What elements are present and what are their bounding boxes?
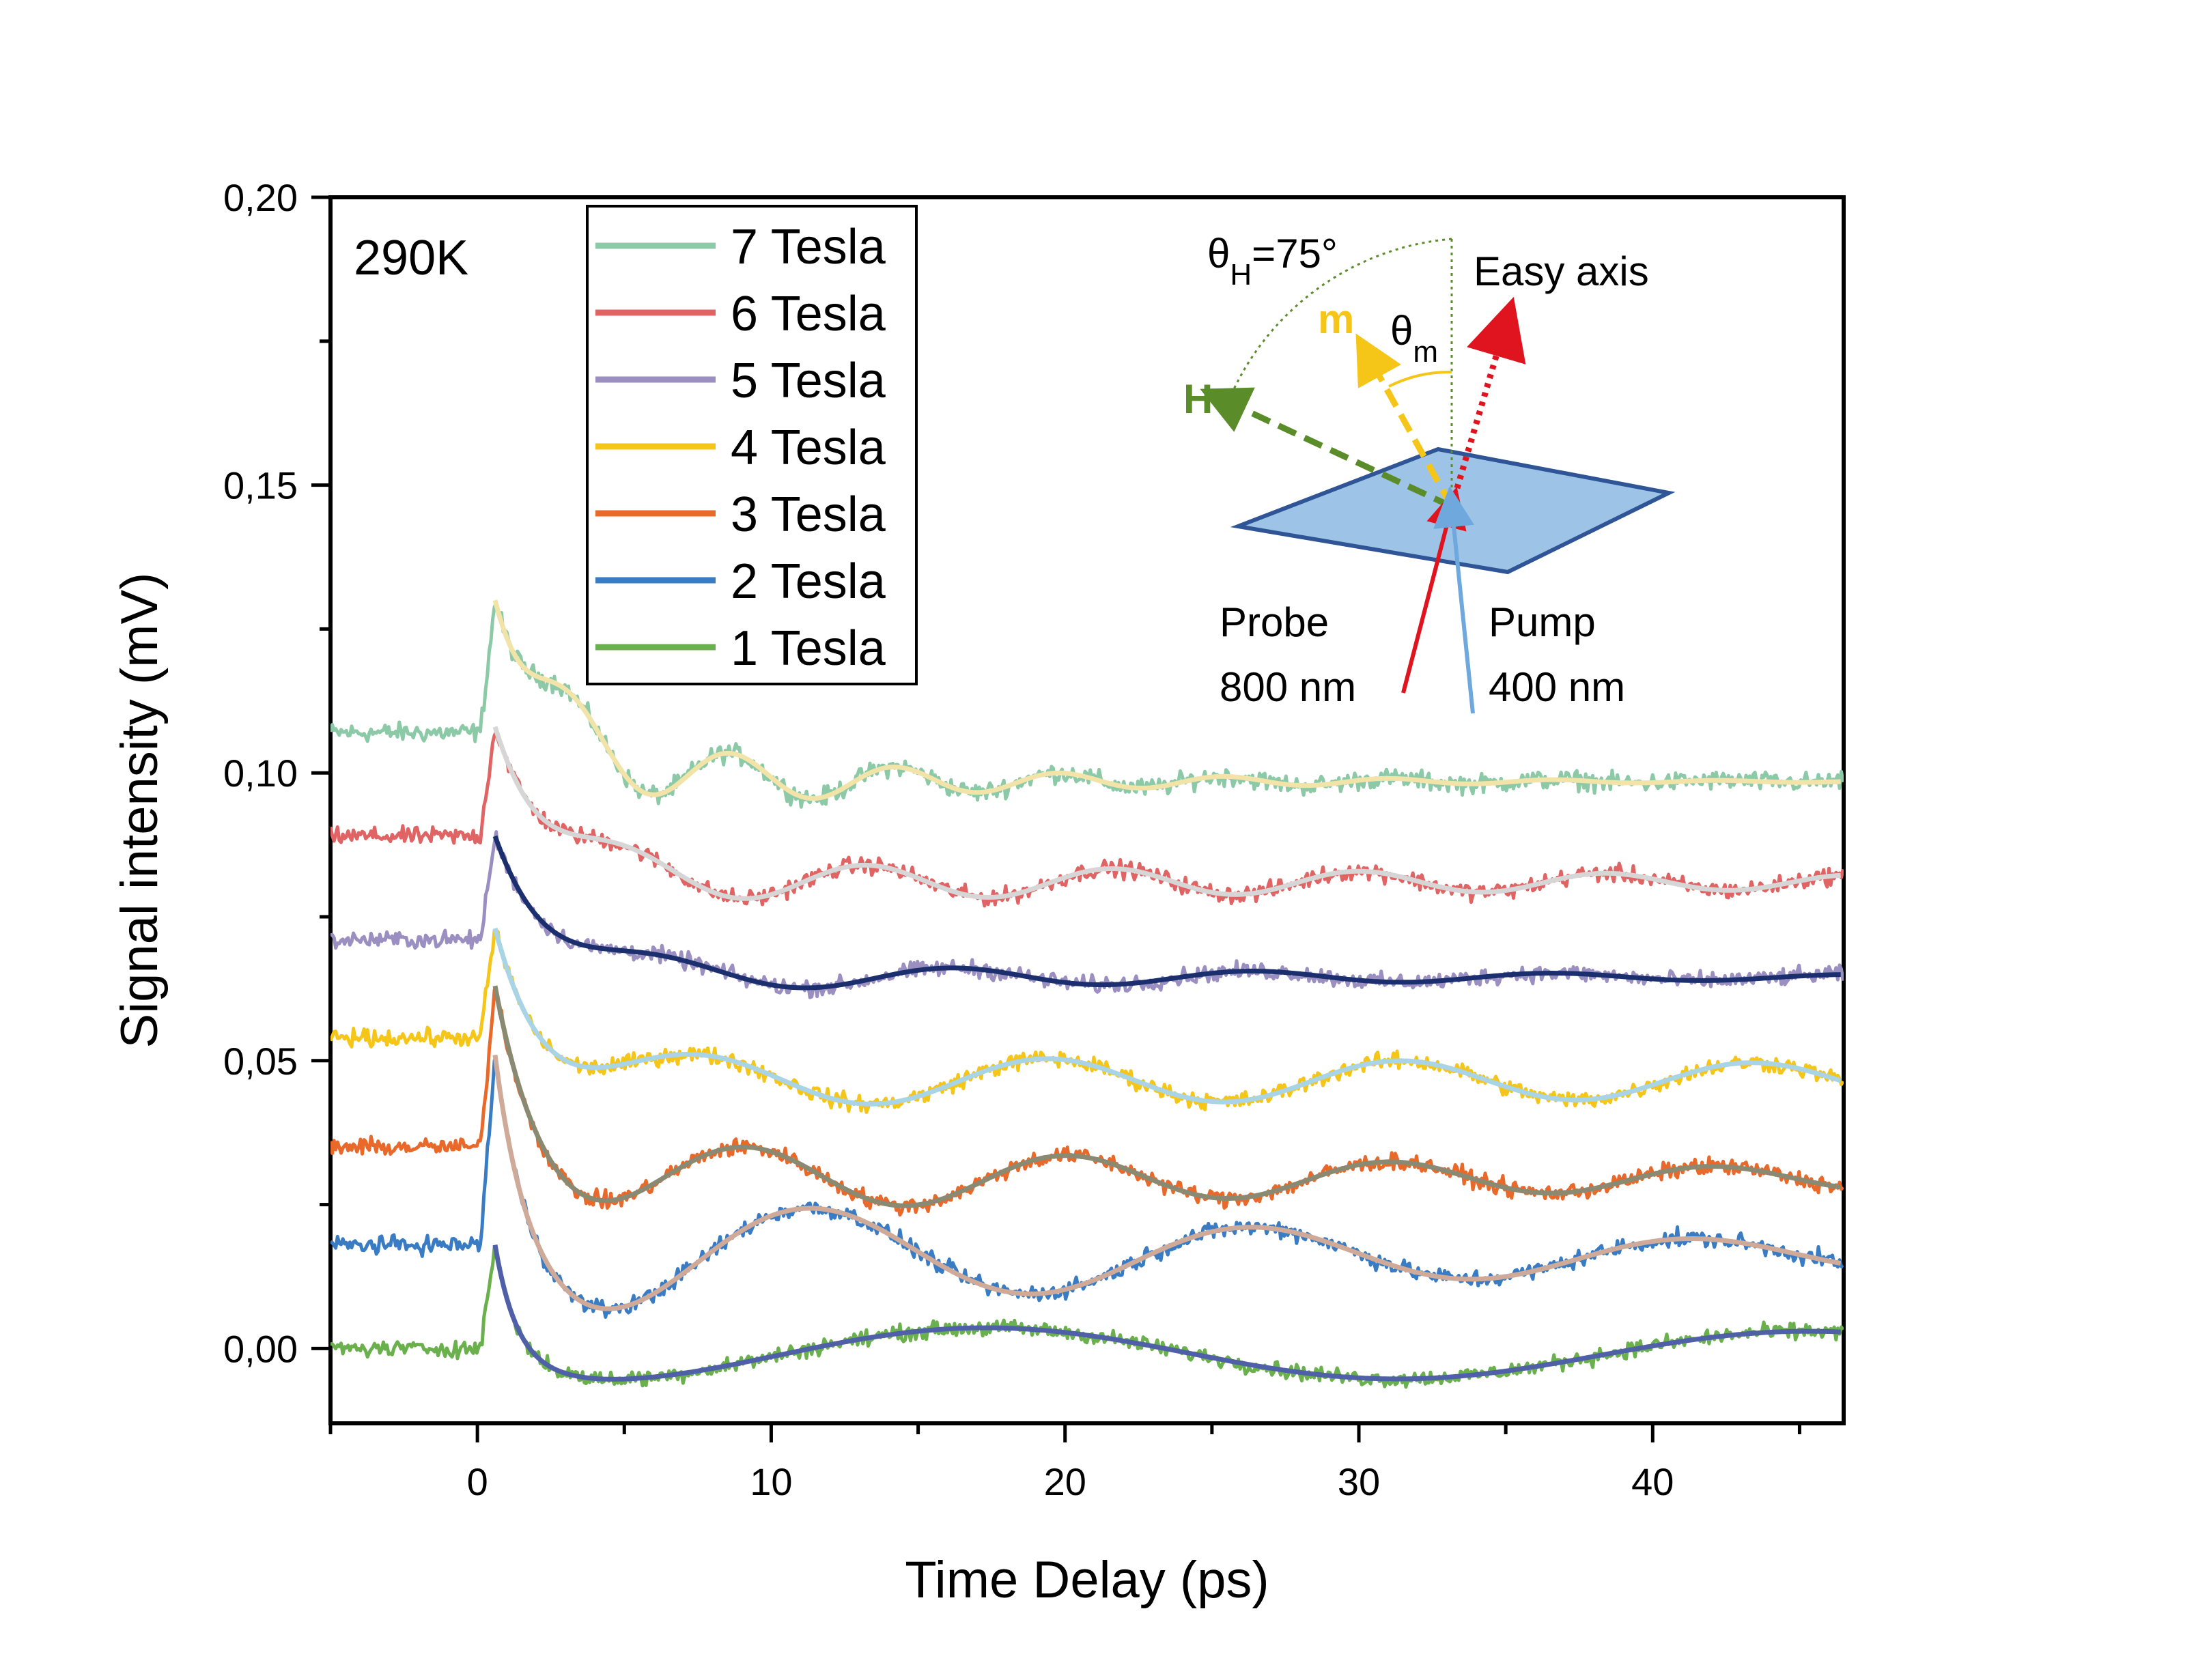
y-tick-label: 0,00	[223, 1327, 298, 1370]
series-data-6-tesla	[330, 730, 1844, 908]
y-tick-label: 0,20	[223, 176, 298, 219]
series-layer	[330, 599, 1844, 1389]
h-field-arrow	[1200, 387, 1453, 510]
series-fit-6-tesla	[492, 726, 1841, 901]
m-vector-arrow	[1355, 333, 1454, 509]
y-tick-label: 0,05	[223, 1040, 298, 1083]
legend-label: 1 Tesla	[731, 621, 886, 676]
theta-h-label: θH=75°	[1207, 231, 1338, 291]
legend-label: 3 Tesla	[731, 487, 886, 542]
easy-axis-label: Easy axis	[1474, 248, 1649, 294]
theta-m-arc	[1388, 370, 1452, 388]
pump-label: Pump	[1489, 599, 1596, 645]
h-field-label: H	[1183, 376, 1213, 422]
temperature-label: 290K	[354, 231, 468, 285]
series-data-4-tesla	[330, 928, 1844, 1114]
easy-axis-arrow	[1448, 296, 1526, 508]
series-data-5-tesla	[330, 830, 1844, 999]
y-axis-title: Signal intensity (mV)	[111, 573, 169, 1049]
legend-label: 6 Tesla	[731, 287, 886, 341]
series-fit-4-tesla	[492, 927, 1842, 1107]
legend-label: 7 Tesla	[731, 220, 886, 274]
axes-layer: 0 10 20 30 40 0,00 0,05 0,10 0,15 0,20	[223, 176, 1801, 1503]
x-tick-label: 0	[467, 1460, 488, 1503]
y-tick-label: 0,10	[223, 752, 298, 795]
probe-label: Probe	[1220, 599, 1329, 645]
series-data-1-tesla	[330, 1245, 1844, 1389]
series-fit-5-tesla	[492, 835, 1841, 991]
x-axis-title: Time Delay (ps)	[905, 1551, 1269, 1609]
legend-label: 5 Tesla	[731, 354, 886, 408]
series-fit-2-tesla	[492, 1054, 1842, 1311]
probe-beam	[1401, 486, 1467, 694]
x-tick-label: 20	[1044, 1460, 1086, 1503]
series-fit-7-tesla	[492, 599, 1841, 801]
experiment-geometry-inset: θH=75° Easy axis m θm H Probe 800 nm Pum…	[1183, 231, 1676, 714]
pump-beam	[1433, 486, 1475, 714]
legend-label: 2 Tesla	[731, 554, 886, 609]
pump-wavelength-label: 400 nm	[1489, 664, 1625, 710]
series-fit-1-tesla	[492, 1244, 1841, 1382]
plot-frame	[328, 195, 1846, 1425]
x-tick-label: 30	[1338, 1460, 1380, 1503]
series-fit-3-tesla	[492, 985, 1842, 1208]
theta-m-label: θm	[1390, 308, 1438, 369]
legend: 7 Tesla 6 Tesla 5 Tesla 4 Tesla 3 Tesla 2 Tes…	[586, 205, 918, 685]
theta-h-arc	[1232, 238, 1452, 391]
y-tick-label: 0,15	[223, 464, 298, 507]
x-tick-label: 10	[750, 1460, 792, 1503]
x-tick-label: 40	[1631, 1460, 1674, 1503]
m-vector-label: m	[1318, 296, 1354, 342]
legend-label: 4 Tesla	[731, 421, 886, 475]
probe-wavelength-label: 800 nm	[1220, 664, 1356, 710]
